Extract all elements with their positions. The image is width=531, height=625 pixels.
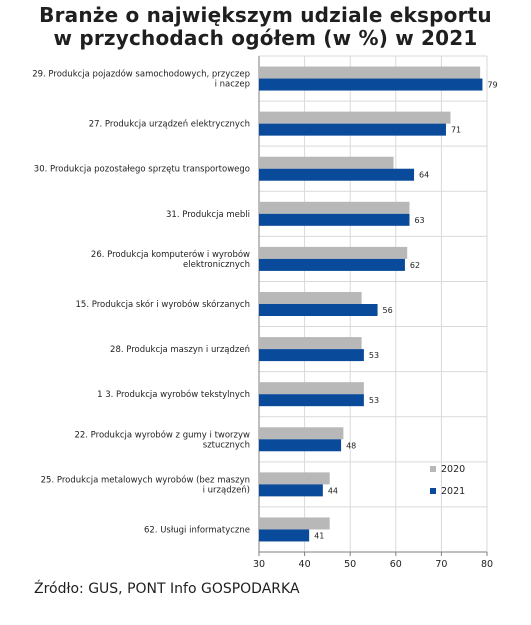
legend: 2020 2021	[430, 464, 465, 497]
legend-swatch-2021	[430, 488, 436, 494]
value-label-2021-1: 79	[487, 81, 497, 90]
bar-2020-1	[259, 66, 481, 79]
x-tick-label-80: 80	[481, 559, 493, 570]
category-label-5: elektronicznych	[183, 260, 250, 270]
category-label-1: i naczep	[215, 80, 250, 90]
bar-2021-4	[259, 213, 410, 226]
legend-label-2021: 2021	[441, 486, 465, 497]
source-note: Źródło: GUS, PONT Info GOSPODARKA	[34, 581, 300, 597]
category-label-10: 25. Produkcja metalowych wyrobów (bez ma…	[41, 474, 250, 485]
category-label-5: 26. Produkcja komputerów i wyrobów	[91, 249, 250, 260]
bar-2021-9	[259, 439, 342, 452]
bars: 79 71 64 63 62 56 53 53 48 44 41	[259, 66, 498, 542]
bar-2020-11	[259, 517, 330, 530]
chart-title-line-2: w przychodach ogółem (w %) w 2021	[53, 26, 478, 50]
bar-2020-10	[259, 472, 330, 485]
value-label-2021-6: 56	[383, 306, 393, 315]
legend-label-2020: 2020	[441, 464, 465, 475]
bar-2021-6	[259, 304, 378, 316]
category-label-3: 30. Produkcja pozostałego sprzętu transp…	[34, 165, 250, 175]
chart-title-line-1: Branże o największym udziale eksportu	[39, 3, 492, 27]
category-label-7: 28. Produkcja maszyn i urządzeń	[110, 345, 250, 355]
legend-swatch-2020	[430, 466, 436, 472]
value-label-2021-7: 53	[369, 351, 379, 360]
category-label-6: 15. Produkcja skór i wyrobów skórzanych	[76, 299, 251, 310]
value-label-2021-9: 48	[346, 441, 356, 450]
category-label-11: 62. Usługi informatyczne	[144, 525, 250, 535]
bar-2021-3	[259, 168, 415, 181]
bar-2021-1	[259, 78, 483, 91]
x-tick-label-60: 60	[390, 559, 402, 570]
bar-2020-4	[259, 201, 410, 214]
value-label-2021-2: 71	[451, 126, 461, 135]
bar-2021-10	[259, 484, 323, 497]
category-label-9: sztucznych	[203, 440, 250, 450]
bar-2020-8	[259, 382, 364, 395]
value-label-2021-3: 64	[419, 171, 429, 180]
bar-2021-8	[259, 394, 364, 407]
value-label-2021-8: 53	[369, 396, 379, 405]
category-label-9: 22. Produkcja wyrobów z gumy i tworzyw	[74, 429, 250, 440]
category-label-10: i urządzeń)	[203, 485, 250, 495]
category-label-2: 27. Produkcja urządzeń elektrycznych	[89, 120, 250, 130]
x-axis: 30 40 50 60 70 80	[253, 551, 493, 570]
bar-2021-11	[259, 529, 310, 542]
chart-title: Branże o największym udziale eksportu w …	[0, 4, 531, 50]
x-tick-label-70: 70	[435, 559, 447, 570]
x-tick-label-40: 40	[299, 559, 311, 570]
bar-2020-2	[259, 111, 451, 124]
bar-2020-3	[259, 156, 394, 169]
category-labels: 29. Produkcja pojazdów samochodowych, pr…	[32, 69, 250, 536]
bar-2020-6	[259, 292, 362, 304]
category-label-1: 29. Produkcja pojazdów samochodowych, pr…	[32, 69, 250, 80]
bar-2020-9	[259, 427, 344, 440]
bar-2020-5	[259, 246, 408, 259]
x-tick-label-30: 30	[253, 559, 265, 570]
bar-2021-7	[259, 349, 364, 362]
value-label-2021-5: 62	[410, 261, 420, 270]
value-label-2021-11: 41	[314, 531, 324, 540]
x-tick-label-50: 50	[344, 559, 356, 570]
category-label-4: 31. Produkcja mebli	[166, 210, 250, 220]
value-label-2021-10: 44	[328, 486, 338, 495]
bar-2020-7	[259, 337, 362, 350]
value-label-2021-4: 63	[414, 216, 424, 225]
category-label-8: 1 3. Produkcja wyrobów tekstylnych	[97, 389, 250, 400]
bar-2021-2	[259, 123, 446, 136]
bar-2021-5	[259, 258, 405, 271]
